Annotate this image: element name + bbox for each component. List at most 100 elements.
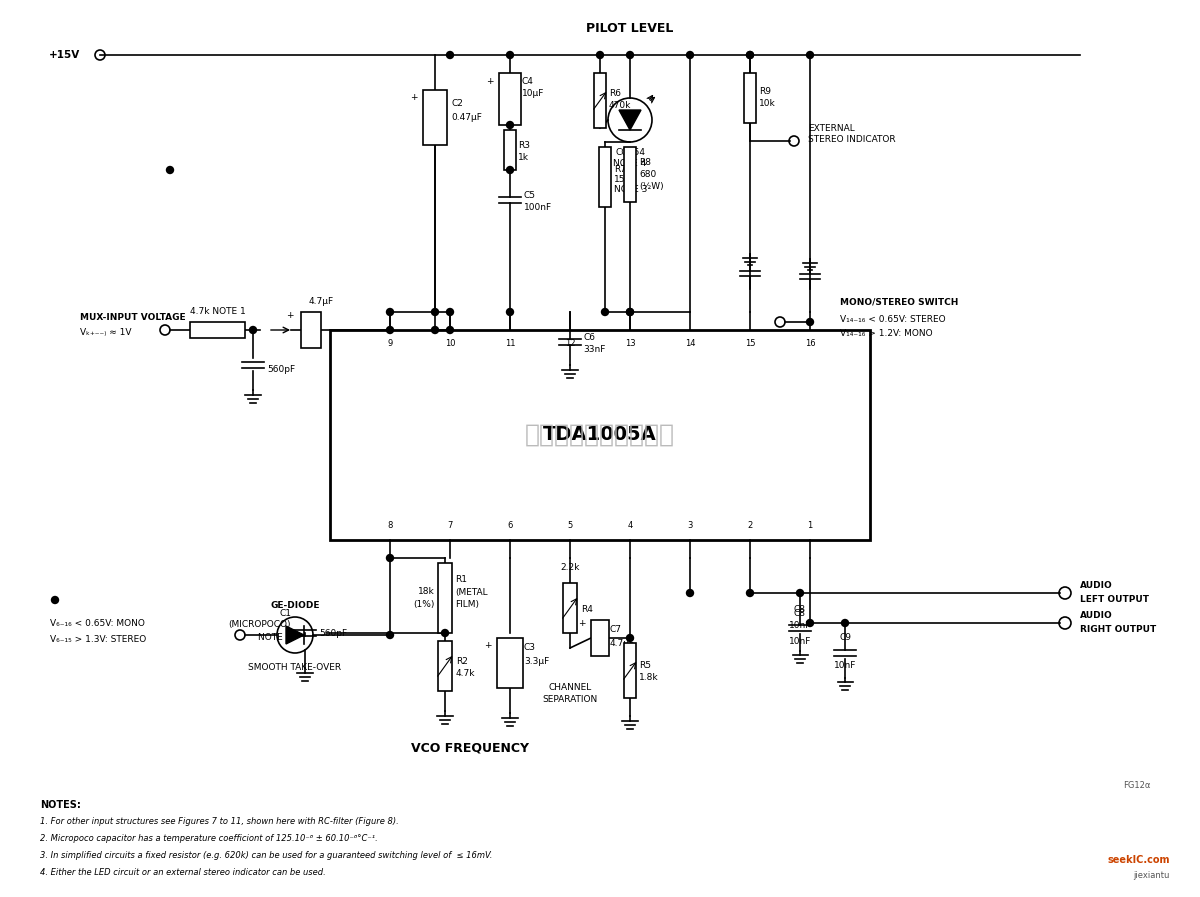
Text: 7: 7 [448,521,452,530]
Text: 470k: 470k [610,101,631,110]
Text: seekIC.com: seekIC.com [1108,855,1170,865]
Text: 100nF: 100nF [524,203,552,212]
Circle shape [446,327,454,334]
Text: +: + [485,641,492,650]
Text: C3: C3 [524,643,536,652]
Text: (1%): (1%) [414,599,436,608]
Circle shape [746,51,754,58]
Text: 11: 11 [505,339,515,349]
Text: 2.2k: 2.2k [560,563,580,572]
Text: MUX-INPUT VOLTAGE: MUX-INPUT VOLTAGE [80,313,186,323]
Text: V₁₄₋₁₆ > 1.2V: MONO: V₁₄₋₁₆ > 1.2V: MONO [840,329,932,338]
Circle shape [506,167,514,173]
Text: SEPARATION: SEPARATION [542,695,598,704]
Bar [504,130,516,170]
Text: C5: C5 [524,190,536,199]
Text: 4: 4 [628,521,632,530]
Text: 10nF: 10nF [834,661,856,670]
Bar [624,147,636,202]
Text: GE-DIODE: GE-DIODE [270,600,319,609]
Text: 8: 8 [388,521,392,530]
Text: 560pF: 560pF [319,629,347,638]
Text: 0.47μF: 0.47μF [451,112,482,121]
Text: VCO FREQUENCY: VCO FREQUENCY [410,742,529,754]
Circle shape [626,51,634,58]
Text: 4.7μF: 4.7μF [308,298,334,307]
Text: AUDIO: AUDIO [1080,612,1112,621]
Text: 13: 13 [625,339,635,349]
Text: C7: C7 [610,625,622,634]
Text: 6: 6 [508,521,512,530]
Circle shape [52,597,59,604]
Circle shape [596,51,604,58]
Text: R9: R9 [760,86,772,95]
Text: 12: 12 [565,339,575,349]
Circle shape [167,167,174,173]
Text: +: + [410,93,418,102]
Text: SMOOTH TAKE-OVER: SMOOTH TAKE-OVER [248,663,342,672]
Text: R6: R6 [610,89,622,98]
Circle shape [746,51,754,58]
Circle shape [806,318,814,326]
Circle shape [386,309,394,316]
Text: CQY54: CQY54 [616,147,646,156]
Text: 2. Micropoco capacitor has a temperature coefficiont of 125.10⁻⁶ ± 60.10⁻⁶°C⁻¹.: 2. Micropoco capacitor has a temperature… [40,834,378,843]
Circle shape [686,589,694,597]
Text: 680: 680 [640,170,656,179]
Text: 4.7μF: 4.7μF [610,639,635,648]
Text: CHANNEL: CHANNEL [548,684,592,692]
Bar [330,330,870,540]
Bar [424,90,446,145]
Polygon shape [286,626,304,644]
Circle shape [386,327,394,334]
Text: 560pF: 560pF [266,365,295,375]
Bar [438,641,452,691]
Text: +: + [486,76,494,85]
Text: 1k: 1k [518,152,529,161]
Text: 1.8k: 1.8k [640,673,659,682]
Bar [744,73,756,123]
Circle shape [250,327,257,334]
Text: R2: R2 [456,657,468,666]
Text: 33nF: 33nF [583,345,605,354]
Bar [438,563,452,633]
Bar [624,643,636,698]
Circle shape [506,309,514,316]
Text: AUDIO: AUDIO [1080,581,1112,590]
Circle shape [626,309,634,316]
Text: 10nF: 10nF [788,621,811,630]
Text: 14: 14 [685,339,695,349]
Text: C4: C4 [522,76,534,85]
Circle shape [446,309,454,316]
Text: R5: R5 [640,661,650,670]
Text: 16: 16 [805,339,815,349]
Text: 4.7k: 4.7k [456,668,475,677]
Text: R4: R4 [581,605,593,614]
Text: C2: C2 [451,100,463,109]
Text: C9: C9 [839,632,851,641]
Text: MONO/STEREO SWITCH: MONO/STEREO SWITCH [840,298,959,307]
Circle shape [797,589,804,597]
Circle shape [626,634,634,641]
Bar [563,583,577,633]
Text: Vₖ₊₋₋₎ ≈ 1V: Vₖ₊₋₋₎ ≈ 1V [80,327,132,336]
Circle shape [601,309,608,316]
Circle shape [806,51,814,58]
Circle shape [686,51,694,58]
Text: 10μF: 10μF [522,89,545,98]
Circle shape [806,620,814,626]
Text: NOTE 2: NOTE 2 [258,632,292,641]
Text: V₆₋₁₅ > 1.3V: STEREO: V₆₋₁₅ > 1.3V: STEREO [50,634,146,643]
Text: (½W): (½W) [640,182,664,191]
Circle shape [442,630,449,637]
Circle shape [386,554,394,562]
Text: 9: 9 [388,339,392,349]
Text: 杭州凌睿科技有限公司: 杭州凌睿科技有限公司 [526,423,674,447]
Text: R1: R1 [455,576,467,585]
Circle shape [626,309,634,316]
Bar [190,322,245,338]
Text: 1: 1 [808,521,812,530]
Circle shape [746,589,754,597]
Text: NOTE 3: NOTE 3 [614,186,647,195]
Circle shape [841,620,848,626]
